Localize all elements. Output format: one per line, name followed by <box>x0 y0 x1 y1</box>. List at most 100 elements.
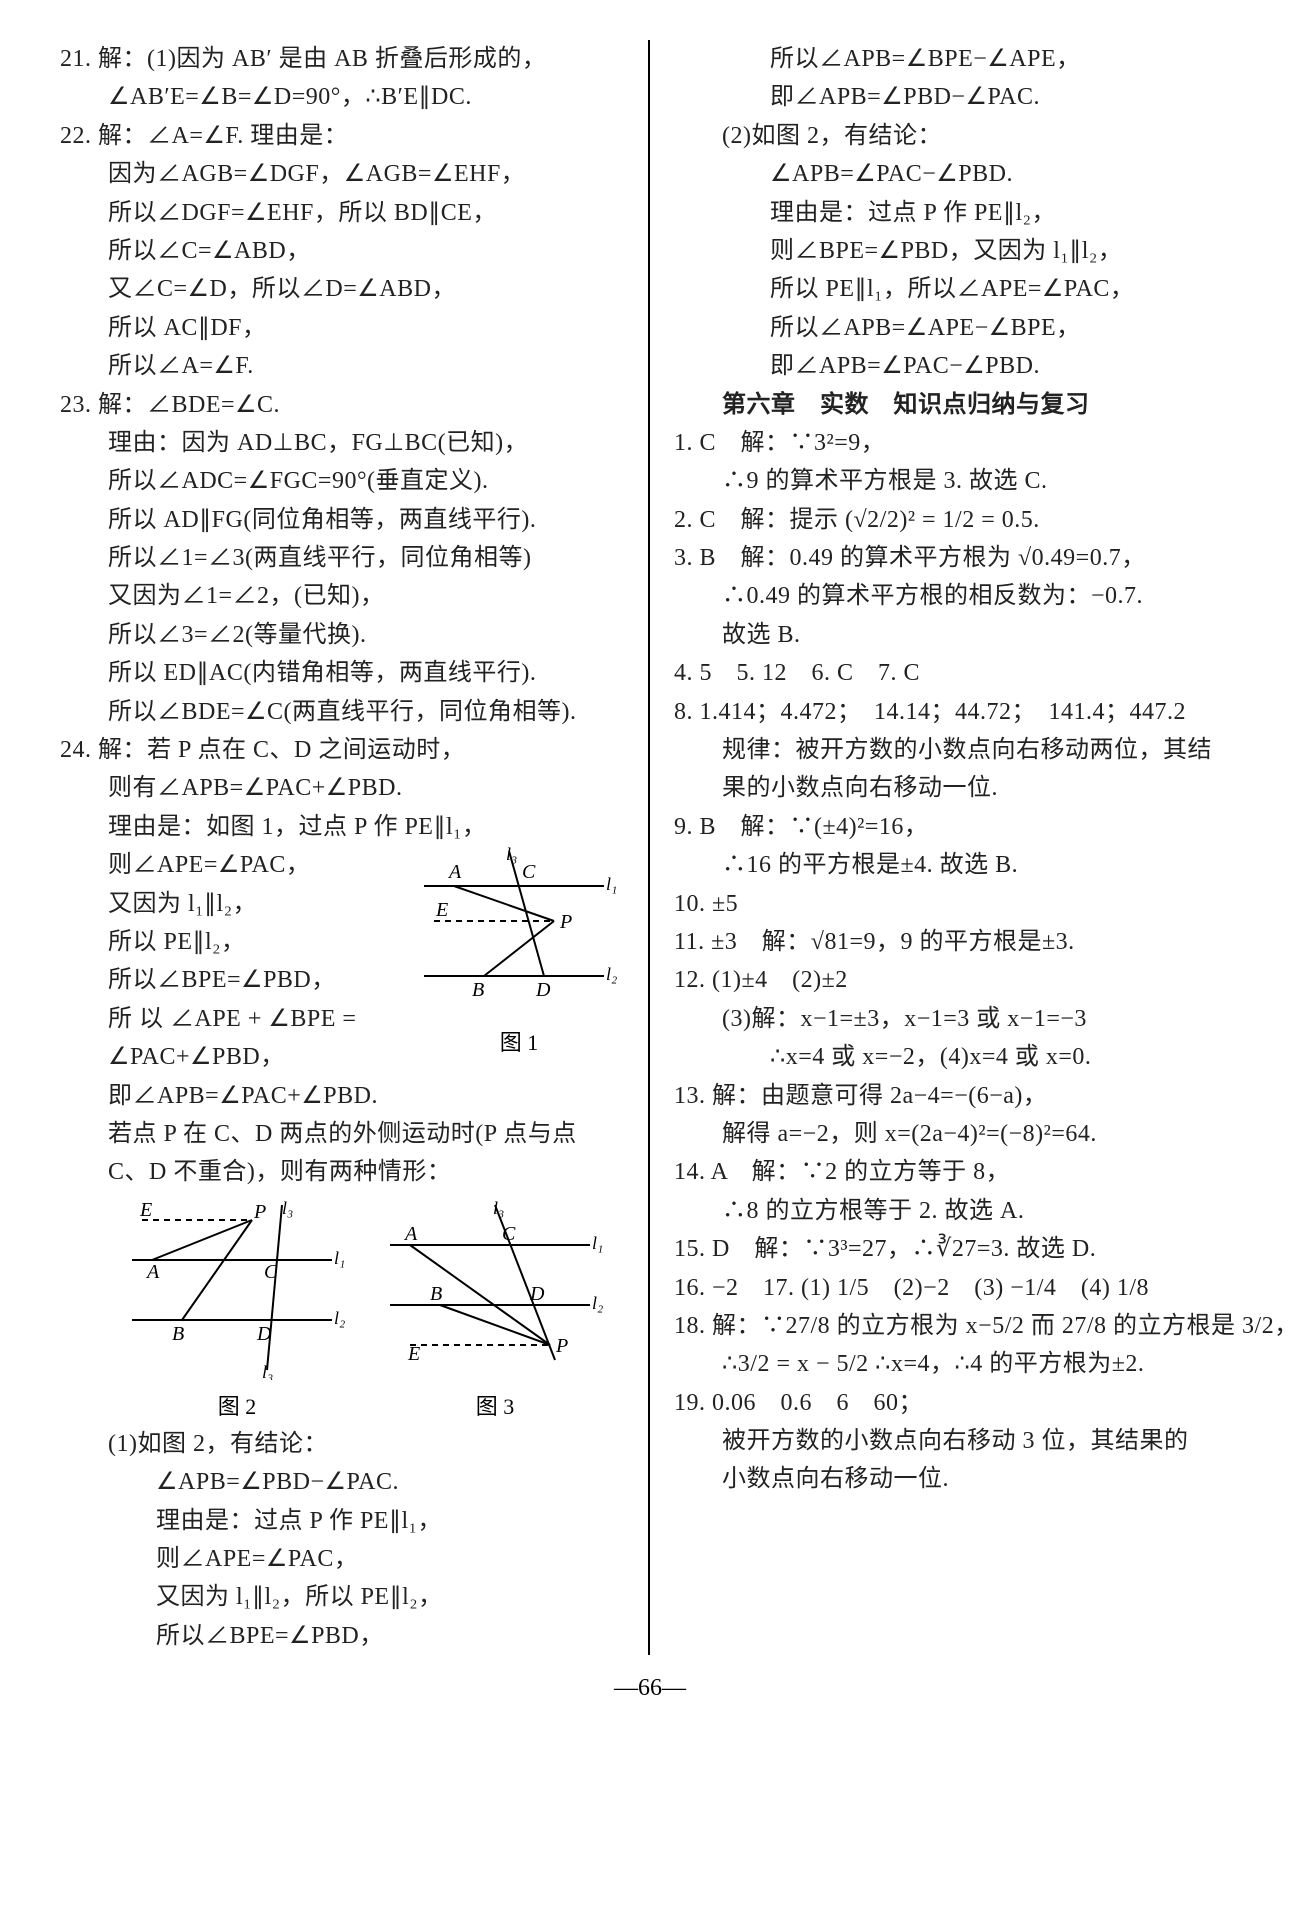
svg-text:l₂: l₂ <box>592 1293 603 1313</box>
text-line: 14. A 解：∵2 的立方等于 8， <box>674 1153 1240 1191</box>
fig1-caption: 图 1 <box>414 1021 624 1057</box>
text-line: 所以∠BPE=∠PBD， <box>60 1617 624 1655</box>
text-line: (1)如图 2，有结论： <box>60 1425 624 1463</box>
page: 21. 解：(1)因为 AB′ 是由 AB 折叠后形成的，∠AB′E=∠B=∠D… <box>0 0 1300 1732</box>
svg-text:C: C <box>522 861 536 883</box>
text-line: ∠APB=∠PAC−∠PBD. <box>674 155 1240 193</box>
figure-3: l₃ A C l₁ B D l₂ E P 图 3 <box>380 1200 610 1421</box>
text-line: 则有∠APB=∠PAC+∠PBD. <box>60 769 624 807</box>
svg-text:l₁: l₁ <box>606 874 617 894</box>
left-after-fig1: 即∠APB=∠PAC+∠PBD.若点 P 在 C、D 两点的外侧运动时(P 点与… <box>60 1077 624 1192</box>
text-line: ∴3/2 = x − 5/2 ∴x=4，∴4 的平方根为±2. <box>674 1345 1240 1383</box>
text-line: 第六章 实数 知识点归纳与复习 <box>674 386 1240 424</box>
svg-text:C: C <box>264 1261 278 1283</box>
text-line: 所以 ED∥AC(内错角相等，两直线平行). <box>60 654 624 692</box>
left-bottom: (1)如图 2，有结论：∠APB=∠PBD−∠PAC.理由是：过点 P 作 PE… <box>60 1425 624 1655</box>
left-block-1: 21. 解：(1)因为 AB′ 是由 AB 折叠后形成的，∠AB′E=∠B=∠D… <box>60 40 624 846</box>
text-line: 又因为 l₁∥l₂， <box>60 885 414 923</box>
text-line: ∴x=4 或 x=−2，(4)x=4 或 x=0. <box>674 1038 1240 1076</box>
text-line: 11. ±3 解：√81=9，9 的平方根是±3. <box>674 923 1240 961</box>
text-line: 理由是：如图 1，过点 P 作 PE∥l₁， <box>60 808 624 846</box>
svg-text:P: P <box>559 911 572 933</box>
text-line: ∠PAC+∠PBD， <box>60 1038 414 1076</box>
text-line: 则∠APE=∠PAC， <box>60 1540 624 1578</box>
svg-text:B: B <box>172 1323 184 1345</box>
text-line: 理由是：过点 P 作 PE∥l₂， <box>674 194 1240 232</box>
text-line: 所以∠C=∠ABD， <box>60 232 624 270</box>
svg-text:D: D <box>529 1283 545 1305</box>
text-line: 所以 AC∥DF， <box>60 309 624 347</box>
text-line: 13. 解：由题意可得 2a−4=−(6−a)， <box>674 1077 1240 1115</box>
text-line: 所以∠1=∠3(两直线平行，同位角相等) <box>60 539 624 577</box>
text-line: ∴0.49 的算术平方根的相反数为：−0.7. <box>674 577 1240 615</box>
text-line: 4. 5 5. 12 6. C 7. C <box>674 654 1240 692</box>
text-line: 19. 0.06 0.6 6 60； <box>674 1384 1240 1422</box>
text-line: 又∠C=∠D，所以∠D=∠ABD， <box>60 270 624 308</box>
svg-text:E: E <box>407 1343 420 1365</box>
text-line: 规律：被开方数的小数点向右移动两位，其结 <box>674 731 1240 769</box>
text-line: 10. ±5 <box>674 885 1240 923</box>
text-line: 所以∠APB=∠BPE−∠APE， <box>674 40 1240 78</box>
text-line: ∴16 的平方根是±4. 故选 B. <box>674 846 1240 884</box>
left-column: 21. 解：(1)因为 AB′ 是由 AB 折叠后形成的，∠AB′E=∠B=∠D… <box>60 40 650 1655</box>
text-line: 理由是：过点 P 作 PE∥l₁， <box>60 1502 624 1540</box>
fig2-caption: 图 2 <box>122 1385 352 1421</box>
text-line: 8. 1.414；4.472； 14.14；44.72； 141.4；447.2 <box>674 693 1240 731</box>
svg-text:B: B <box>430 1283 442 1305</box>
text-line: 因为∠AGB=∠DGF，∠AGB=∠EHF， <box>60 155 624 193</box>
svg-text:l₂: l₂ <box>606 964 617 984</box>
text-line: ∴8 的立方根等于 2. 故选 A. <box>674 1192 1240 1230</box>
text-line: 则∠APE=∠PAC， <box>60 846 414 884</box>
svg-text:l₃: l₃ <box>282 1200 293 1218</box>
fig1-row: 则∠APE=∠PAC，又因为 l₁∥l₂，所以 PE∥l₂，所以∠BPE=∠PB… <box>60 846 624 1076</box>
svg-text:C: C <box>502 1223 516 1245</box>
svg-text:l₁: l₁ <box>592 1233 603 1253</box>
figure-1-svg: A C l₃ l₁ E P B D l₂ <box>414 846 624 1016</box>
text-line: 所以∠DGF=∠EHF，所以 BD∥CE， <box>60 194 624 232</box>
two-column-layout: 21. 解：(1)因为 AB′ 是由 AB 折叠后形成的，∠AB′E=∠B=∠D… <box>60 40 1240 1655</box>
text-line: 所以 PE∥l₂， <box>60 923 414 961</box>
svg-text:A: A <box>447 861 462 883</box>
svg-text:E: E <box>139 1200 152 1221</box>
text-line: 9. B 解：∵(±4)²=16， <box>674 808 1240 846</box>
text-line: 即∠APB=∠PBD−∠PAC. <box>674 78 1240 116</box>
right-column: 所以∠APB=∠BPE−∠APE，即∠APB=∠PBD−∠PAC.(2)如图 2… <box>650 40 1240 1655</box>
page-number: —66— <box>60 1655 1240 1702</box>
svg-text:l₃: l₃ <box>506 846 517 864</box>
text-line: 又因为∠1=∠2，(已知)， <box>60 577 624 615</box>
text-line: 所以∠3=∠2(等量代换). <box>60 616 624 654</box>
svg-text:A: A <box>403 1223 418 1245</box>
text-line: 故选 B. <box>674 616 1240 654</box>
svg-text:D: D <box>256 1323 272 1345</box>
figure-1: A C l₃ l₁ E P B D l₂ 图 1 <box>414 846 624 1057</box>
text-line: 若点 P 在 C、D 两点的外侧运动时(P 点与点 <box>60 1115 624 1153</box>
svg-text:D: D <box>535 979 551 1001</box>
svg-text:P: P <box>555 1335 568 1357</box>
text-line: (3)解：x−1=±3，x−1=3 或 x−1=−3 <box>674 1000 1240 1038</box>
svg-text:P: P <box>253 1201 266 1223</box>
text-line: 所以∠BPE=∠PBD， <box>60 961 414 999</box>
text-line: 则∠BPE=∠PBD，又因为 l₁∥l₂， <box>674 232 1240 270</box>
text-line: ∠APB=∠PBD−∠PAC. <box>60 1463 624 1501</box>
figure-2-svg: E P l₃ A C l₁ B D l₂ l₃ <box>122 1200 352 1380</box>
text-line: 即∠APB=∠PAC+∠PBD. <box>60 1077 624 1115</box>
text-line: 3. B 解：0.49 的算术平方根为 √0.49=0.7， <box>674 539 1240 577</box>
svg-text:E: E <box>435 899 448 921</box>
text-line: 所以 PE∥l₁，所以∠APE=∠PAC， <box>674 270 1240 308</box>
text-line: 24. 解：若 P 点在 C、D 之间运动时， <box>60 731 624 769</box>
figures-2-3: E P l₃ A C l₁ B D l₂ l₃ 图 2 <box>108 1200 624 1421</box>
text-line: 12. (1)±4 (2)±2 <box>674 961 1240 999</box>
text-line: 小数点向右移动一位. <box>674 1460 1240 1498</box>
svg-text:A: A <box>145 1261 160 1283</box>
text-line: ∴9 的算术平方根是 3. 故选 C. <box>674 462 1240 500</box>
figure-3-svg: l₃ A C l₁ B D l₂ E P <box>380 1200 610 1380</box>
fig3-caption: 图 3 <box>380 1385 610 1421</box>
text-line: 所以 AD∥FG(同位角相等，两直线平行). <box>60 501 624 539</box>
fig1-text: 则∠APE=∠PAC，又因为 l₁∥l₂，所以 PE∥l₂，所以∠BPE=∠PB… <box>60 846 414 1076</box>
svg-text:B: B <box>472 979 484 1001</box>
text-line: 1. C 解：∵3²=9， <box>674 424 1240 462</box>
figure-2: E P l₃ A C l₁ B D l₂ l₃ 图 2 <box>122 1200 352 1421</box>
text-line: 即∠APB=∠PAC−∠PBD. <box>674 347 1240 385</box>
text-line: 18. 解：∵27/8 的立方根为 x−5/2 而 27/8 的立方根是 3/2… <box>674 1307 1240 1345</box>
svg-text:l₂: l₂ <box>334 1308 345 1328</box>
